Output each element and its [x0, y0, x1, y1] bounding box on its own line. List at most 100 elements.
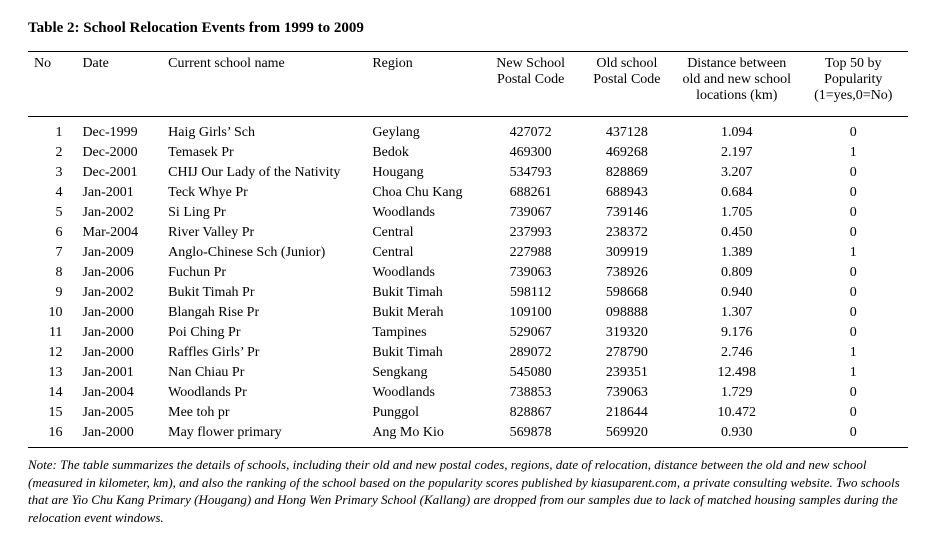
cell-date: Jan-2005	[76, 403, 162, 423]
table-header-row: No Date Current school name Region New S…	[28, 52, 908, 117]
cell-no: 10	[28, 303, 76, 323]
cell-name: Woodlands Pr	[162, 383, 366, 403]
cell-region: Central	[366, 223, 482, 243]
cell-old: 309919	[579, 243, 675, 263]
cell-new: 289072	[483, 343, 579, 363]
cell-no: 3	[28, 163, 76, 183]
cell-old: 738926	[579, 263, 675, 283]
cell-top: 0	[799, 163, 908, 183]
cell-no: 9	[28, 283, 76, 303]
col-header-top50: Top 50 by Popularity (1=yes,0=No)	[799, 52, 908, 117]
cell-name: Poi Ching Pr	[162, 323, 366, 343]
cell-name: Blangah Rise Pr	[162, 303, 366, 323]
cell-date: Jan-2001	[76, 183, 162, 203]
cell-new: 529067	[483, 323, 579, 343]
cell-new: 688261	[483, 183, 579, 203]
cell-region: Hougang	[366, 163, 482, 183]
cell-dist: 1.729	[675, 383, 799, 403]
cell-old: 437128	[579, 117, 675, 144]
cell-name: Raffles Girls’ Pr	[162, 343, 366, 363]
cell-dist: 3.207	[675, 163, 799, 183]
cell-region: Woodlands	[366, 203, 482, 223]
cell-no: 14	[28, 383, 76, 403]
cell-dist: 1.094	[675, 117, 799, 144]
cell-date: Dec-2001	[76, 163, 162, 183]
cell-no: 13	[28, 363, 76, 383]
cell-new: 738853	[483, 383, 579, 403]
cell-old: 319320	[579, 323, 675, 343]
col-header-region: Region	[366, 52, 482, 117]
cell-date: Jan-2000	[76, 323, 162, 343]
col-header-newpc: New School Postal Code	[483, 52, 579, 117]
cell-old: 238372	[579, 223, 675, 243]
cell-dist: 2.746	[675, 343, 799, 363]
cell-dist: 0.930	[675, 423, 799, 448]
cell-date: Jan-2000	[76, 423, 162, 448]
cell-old: 218644	[579, 403, 675, 423]
cell-new: 569878	[483, 423, 579, 448]
table-row: 14Jan-2004Woodlands PrWoodlands738853739…	[28, 383, 908, 403]
cell-name: Mee toh pr	[162, 403, 366, 423]
cell-region: Ang Mo Kio	[366, 423, 482, 448]
cell-top: 0	[799, 223, 908, 243]
cell-no: 2	[28, 143, 76, 163]
cell-old: 828869	[579, 163, 675, 183]
table-row: 8Jan-2006Fuchun PrWoodlands7390637389260…	[28, 263, 908, 283]
cell-old: 239351	[579, 363, 675, 383]
cell-no: 15	[28, 403, 76, 423]
cell-top: 0	[799, 263, 908, 283]
cell-old: 688943	[579, 183, 675, 203]
cell-region: Choa Chu Kang	[366, 183, 482, 203]
cell-new: 598112	[483, 283, 579, 303]
cell-new: 739063	[483, 263, 579, 283]
cell-no: 5	[28, 203, 76, 223]
cell-date: Jan-2001	[76, 363, 162, 383]
cell-date: Jan-2002	[76, 283, 162, 303]
cell-name: CHIJ Our Lady of the Nativity	[162, 163, 366, 183]
cell-dist: 2.197	[675, 143, 799, 163]
cell-top: 0	[799, 117, 908, 144]
cell-name: River Valley Pr	[162, 223, 366, 243]
cell-old: 098888	[579, 303, 675, 323]
cell-dist: 0.450	[675, 223, 799, 243]
cell-date: Jan-2004	[76, 383, 162, 403]
cell-no: 11	[28, 323, 76, 343]
cell-top: 0	[799, 403, 908, 423]
cell-date: Jan-2009	[76, 243, 162, 263]
cell-date: Dec-1999	[76, 117, 162, 144]
table-row: 12Jan-2000Raffles Girls’ PrBukit Timah28…	[28, 343, 908, 363]
cell-no: 1	[28, 117, 76, 144]
cell-top: 0	[799, 383, 908, 403]
relocation-table: No Date Current school name Region New S…	[28, 51, 908, 448]
cell-no: 4	[28, 183, 76, 203]
cell-date: Dec-2000	[76, 143, 162, 163]
cell-name: Teck Whye Pr	[162, 183, 366, 203]
cell-new: 828867	[483, 403, 579, 423]
cell-top: 0	[799, 303, 908, 323]
cell-dist: 12.498	[675, 363, 799, 383]
col-header-no: No	[28, 52, 76, 117]
cell-name: May flower primary	[162, 423, 366, 448]
cell-top: 1	[799, 243, 908, 263]
cell-old: 469268	[579, 143, 675, 163]
cell-new: 469300	[483, 143, 579, 163]
cell-new: 427072	[483, 117, 579, 144]
cell-no: 16	[28, 423, 76, 448]
cell-top: 1	[799, 363, 908, 383]
cell-dist: 1.705	[675, 203, 799, 223]
cell-dist: 1.389	[675, 243, 799, 263]
cell-dist: 0.809	[675, 263, 799, 283]
cell-new: 739067	[483, 203, 579, 223]
table-row: 2Dec-2000Temasek PrBedok4693004692682.19…	[28, 143, 908, 163]
cell-new: 109100	[483, 303, 579, 323]
cell-no: 12	[28, 343, 76, 363]
cell-old: 739063	[579, 383, 675, 403]
cell-region: Bukit Merah	[366, 303, 482, 323]
cell-top: 0	[799, 283, 908, 303]
table-row: 16Jan-2000May flower primaryAng Mo Kio56…	[28, 423, 908, 448]
table-row: 10Jan-2000Blangah Rise PrBukit Merah1091…	[28, 303, 908, 323]
cell-old: 278790	[579, 343, 675, 363]
cell-region: Tampines	[366, 323, 482, 343]
table-row: 5Jan-2002Si Ling PrWoodlands739067739146…	[28, 203, 908, 223]
cell-old: 739146	[579, 203, 675, 223]
